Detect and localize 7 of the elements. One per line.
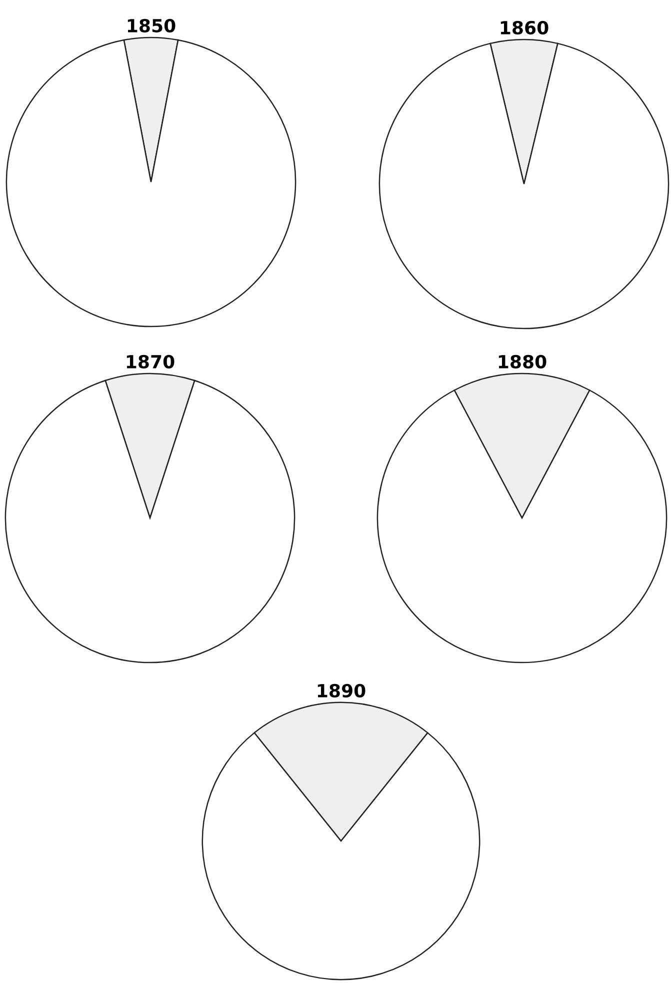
chart-title: 1850 — [128, 18, 176, 32]
chart-title: 1890 — [318, 684, 366, 698]
pie-slice — [6, 39, 296, 328]
chart-title: 1860 — [500, 20, 548, 34]
pie-slice — [378, 42, 670, 330]
chart-title: 1880 — [498, 354, 546, 368]
chart-title: 1870 — [126, 354, 174, 368]
